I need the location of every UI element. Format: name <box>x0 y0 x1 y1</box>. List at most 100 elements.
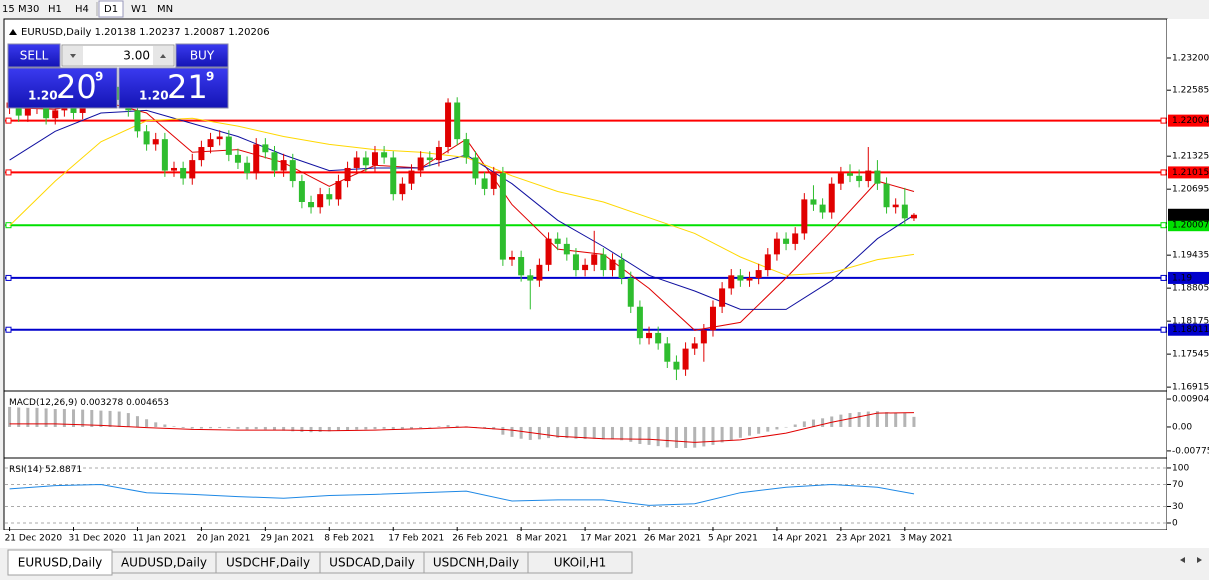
macd-bar <box>190 426 194 429</box>
buy-button[interactable] <box>175 43 229 68</box>
macd-bar <box>346 426 350 431</box>
x-tick-label: 3 May 2021 <box>900 534 953 544</box>
ask-box[interactable] <box>118 67 229 109</box>
macd-bar <box>117 411 121 427</box>
y-tick-label: 1.16915 <box>1172 383 1209 393</box>
x-tick-label: 20 Jan 2021 <box>196 534 250 544</box>
candle-body <box>225 136 232 155</box>
timeframe-button[interactable]: D1 <box>104 4 118 15</box>
tab[interactable] <box>527 551 633 574</box>
candle-body <box>435 147 442 161</box>
candle-body <box>472 157 479 179</box>
candle-body <box>783 238 790 244</box>
macd-bar <box>857 412 861 427</box>
level-handle <box>5 222 12 229</box>
timeframe-button[interactable]: M30 <box>18 4 39 15</box>
up-arrow <box>160 54 166 58</box>
x-tick-label: 17 Feb 2021 <box>388 534 444 544</box>
macd-bar <box>766 426 770 432</box>
timeframe-button[interactable]: W1 <box>131 4 147 15</box>
tab-scroll[interactable] <box>1180 557 1202 563</box>
tab-label: UKOil,H1 <box>554 556 607 570</box>
macd-bar <box>601 426 605 440</box>
level-handle <box>1160 326 1167 333</box>
candle-body <box>371 152 378 166</box>
timeframe-button[interactable]: H4 <box>75 4 89 15</box>
candle-body <box>390 157 397 195</box>
level-handle <box>1160 274 1167 281</box>
candle-body <box>655 332 662 344</box>
chart-header: EURUSD,Daily 1.20138 1.20237 1.20087 1.2… <box>21 27 270 38</box>
macd-bar <box>291 426 295 432</box>
macd-bar <box>53 409 57 427</box>
x-tick-label: 14 Apr 2021 <box>772 534 828 544</box>
candle-body <box>262 144 269 153</box>
macd-bar <box>263 426 267 430</box>
candle-body <box>801 199 808 234</box>
candle-body <box>773 238 780 255</box>
one-click-trading: SELL 3.00 BUY 1.20 20 9 1.20 21 9 <box>7 43 229 109</box>
macd-bar <box>309 426 313 433</box>
candle-body <box>572 254 579 271</box>
level-label: 1.19 <box>1172 273 1192 283</box>
candle-body <box>618 259 625 278</box>
macd-value: 0.003278 <box>80 398 123 408</box>
macd-bar <box>547 426 551 439</box>
candle-body <box>335 181 342 200</box>
candle-body <box>426 157 433 161</box>
macd-bar <box>793 424 797 427</box>
candle-body <box>582 264 589 271</box>
lots-input[interactable] <box>61 44 175 67</box>
current-price: 1.20206 <box>1172 210 1209 220</box>
timeframe-button[interactable]: 15 <box>2 4 15 15</box>
macd-bar <box>35 407 39 427</box>
y-tick-label: 30 <box>1172 502 1184 512</box>
x-tick-label: 23 Apr 2021 <box>836 534 892 544</box>
candle-body <box>381 152 388 158</box>
y-tick-label: 1.18805 <box>1172 284 1209 294</box>
candle-body <box>536 264 543 281</box>
macd-bar <box>537 426 541 440</box>
y-tick-label: 1.20695 <box>1172 185 1209 195</box>
macd-bar <box>172 426 176 427</box>
macd-bar <box>821 418 825 427</box>
candle-body <box>253 144 260 174</box>
x-tick-label: 31 Dec 2020 <box>69 534 127 544</box>
level-label-box <box>1168 219 1209 232</box>
bid-box[interactable] <box>7 67 118 109</box>
candle-body <box>545 238 552 265</box>
macd-bar <box>17 407 21 427</box>
macd-bar <box>90 409 94 427</box>
candle-body <box>874 170 881 184</box>
macd-bar <box>245 426 249 430</box>
macd-bar <box>154 422 158 427</box>
collapse-icon[interactable] <box>9 29 17 35</box>
macd-bar <box>163 424 167 427</box>
macd-bar <box>355 426 359 430</box>
level-label-box <box>1168 323 1209 336</box>
candle-body <box>910 214 917 219</box>
level-handle <box>1160 117 1167 124</box>
candle-body <box>673 361 680 370</box>
x-tick-label: 11 Jan 2021 <box>132 534 186 544</box>
macd-bar <box>8 406 12 427</box>
macd-bar <box>446 425 450 427</box>
y-tick-label: 0.00 <box>1172 422 1192 432</box>
macd-bar <box>866 411 870 427</box>
candle-body <box>554 238 561 244</box>
candle-body <box>682 348 689 370</box>
timeframe-button[interactable]: MN <box>157 4 173 15</box>
sell-button[interactable] <box>7 43 61 68</box>
macd-bar <box>674 426 678 448</box>
candle-body <box>810 199 817 205</box>
candle-body <box>764 254 771 271</box>
candle-body <box>609 259 616 271</box>
candle-body <box>463 139 470 158</box>
bar-close: 1.20206 <box>228 27 269 38</box>
x-tick-label: 26 Mar 2021 <box>644 534 701 544</box>
macd-bar <box>492 426 496 430</box>
macd-bar <box>638 426 642 444</box>
signal-value: 0.004653 <box>126 398 169 408</box>
timeframe-button[interactable]: H1 <box>48 4 62 15</box>
candle-body <box>837 173 844 184</box>
